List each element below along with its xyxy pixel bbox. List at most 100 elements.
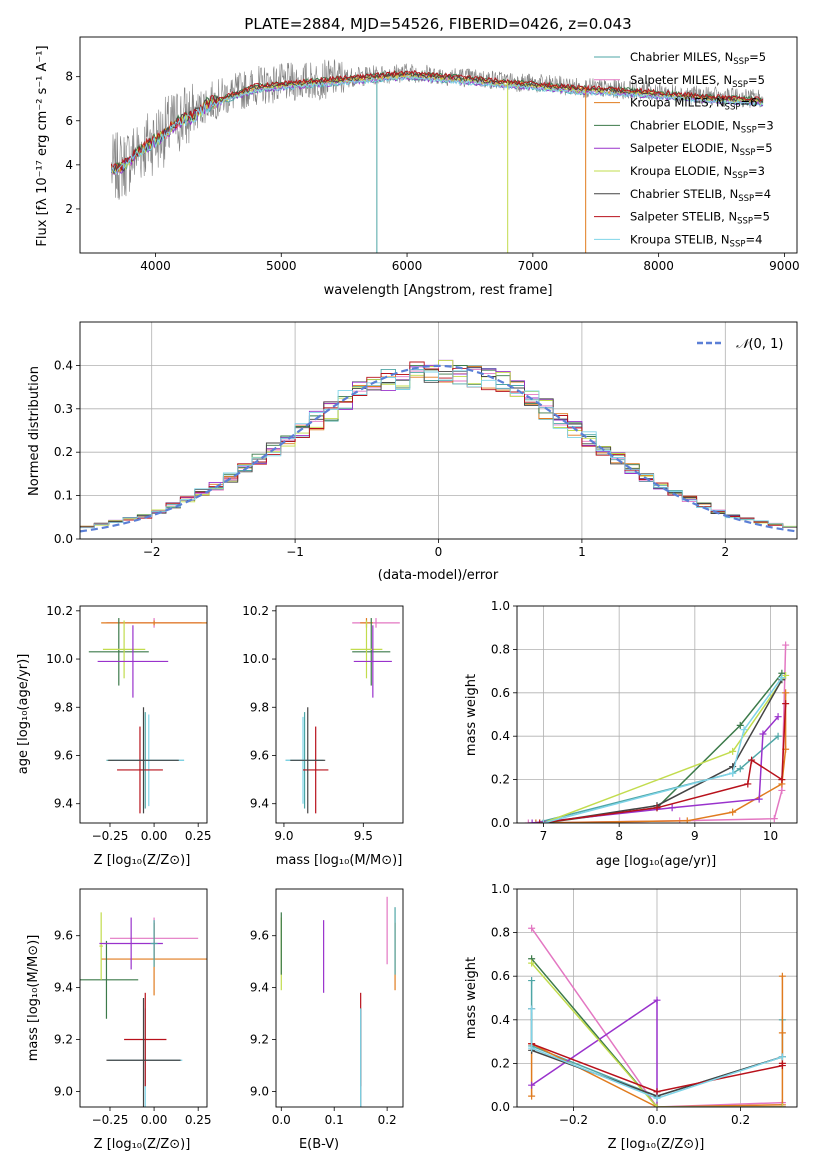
x-tick-label: 0.0 [647,1113,666,1127]
weight-series-line [535,692,787,823]
y-tick-label: 10.0 [46,652,73,666]
weight-point-marker [782,641,790,649]
gaussian-legend: 𝒩(0, 1) [697,337,783,352]
age-vs-z-xlabel: Z [log₁₀(Z/Z⊙)] [94,853,191,868]
weight-point-marker [524,819,532,823]
mass-vs-z-ylabel: mass [log₁₀(M/M⊙)] [26,935,41,1062]
weight-series-line [543,677,783,823]
weight-series-line [539,703,787,823]
errorbar-group [280,896,396,1107]
weight-series-line [535,735,779,823]
y-tick-label: 0.8 [491,642,510,656]
weight-point-marker [782,671,790,679]
weight-point-marker [778,674,786,682]
weight-series-line [543,679,783,823]
model-spectrum-line [110,75,764,175]
weight-vs-z-plot-area: −0.2 0.0 0.2 0.0 0.2 0.4 0.6 0.8 1.0 [491,882,798,1127]
x-tick-label: 9.0 [274,829,293,843]
y-tick-label: 0.2 [491,773,510,787]
x-tick-label: 6000 [392,259,423,273]
y-tick-label: 9.4 [250,981,269,995]
weight-point-marker [653,1103,661,1107]
x-tick-label: 8000 [643,259,674,273]
weight-point-marker [778,1103,786,1107]
x-tick-label: 0.2 [731,1113,750,1127]
x-tick-label: −1 [286,545,304,559]
weight-point-marker [774,732,782,740]
residual-plot-area: −2 −1 0 1 2 0.0 0.1 0.2 0.3 0.4 [54,321,798,559]
y-tick-label: 9.4 [54,797,73,811]
x-tick-label: 0.25 [185,1113,212,1127]
weight-point-marker [736,721,744,729]
weight-point-marker [528,959,536,967]
y-tick-label: 9.2 [250,1033,269,1047]
errorbar-group [285,618,400,814]
weight-point-marker [774,713,782,721]
y-tick-label: 6 [65,114,73,128]
axes-frame [275,888,404,1108]
weight-point-marker [778,1053,786,1061]
weight-point-marker [729,808,737,816]
mass-vs-ebv-plot-area: 0.0 0.1 0.2 9.0 9.2 9.4 9.6 [250,888,404,1127]
y-tick-label: 9.4 [250,797,269,811]
x-tick-label: 0.00 [141,829,168,843]
x-tick-label: 10 [763,829,778,843]
x-tick-label: −0.25 [92,829,129,843]
weight-series-line [531,962,783,1107]
mass-vs-z-xlabel: Z [log₁₀(Z/Z⊙)] [94,1137,191,1152]
weight-point-marker [729,769,737,777]
x-tick-label: 7 [540,829,548,843]
gaussian-legend-label: 𝒩(0, 1) [736,337,783,352]
weight-point-marker [778,1029,786,1037]
x-tick-label: 9.5 [354,829,373,843]
y-tick-label: 0.4 [491,729,510,743]
x-tick-label: 9000 [769,259,800,273]
y-tick-label: 0.4 [54,358,73,372]
x-tick-label: 9 [691,829,699,843]
x-tick-label: 2 [721,545,729,559]
weight-point-marker [653,996,661,1004]
y-tick-label: 4 [65,158,73,172]
weight-series-line [531,958,783,1107]
residual-histogram [80,369,797,529]
y-tick-label: 9.6 [250,748,269,762]
age-vs-z-panel: −0.25 0.00 0.25 9.4 9.6 9.8 10.0 10.2 Z [log₁₀(… [16,604,212,868]
weight-vs-z-ylabel: mass weight [464,957,479,1039]
y-tick-label: 0.8 [491,926,510,940]
weight-point-marker [528,977,536,985]
y-tick-label: 9.8 [250,700,269,714]
y-tick-label: 0.4 [491,1013,510,1027]
axes-frame [79,321,798,540]
weight-series-line [531,998,783,1107]
spectrum-plot-area: 4000 5000 6000 7000 8000 9000 2 4 6 8 [65,36,800,273]
x-tick-label: 0.0 [272,1113,291,1127]
figure-title: PLATE=2884, MJD=54526, FIBERID=0426, z=0… [244,15,631,33]
y-tick-label: 9.4 [54,981,73,995]
weight-vs-z-xlabel: Z [log₁₀(Z/Z⊙)] [608,1137,705,1152]
spectrum-legend: Chabrier MILES, NSSP=5 Salpeter MILES, NS… [594,50,774,249]
model-spectrum-line [110,69,764,173]
weight-point-marker [736,765,744,773]
y-tick-label: 0.0 [54,532,73,546]
mass-vs-z-plot-area: −0.25 0.00 0.25 9.0 9.2 9.4 9.6 [54,888,212,1127]
weight-point-marker [528,924,536,932]
y-tick-label: 1.0 [491,599,510,613]
x-tick-label: 4000 [140,259,171,273]
weight-point-marker [770,815,778,823]
y-tick-label: 9.6 [54,748,73,762]
age-vs-mass-xlabel: mass [log₁₀(M/M⊙)] [276,853,403,868]
weight-point-marker [528,1092,536,1100]
weight-point-marker [528,1005,536,1013]
y-tick-label: 9.0 [54,1084,73,1098]
weight-series-line [528,645,787,823]
weight-point-marker [729,747,737,755]
weight-point-marker [778,1059,786,1067]
residual-xlabel: (data-model)/error [378,568,499,583]
mass-vs-ebv-panel: 0.0 0.1 0.2 9.0 9.2 9.4 9.6 E(B-V) [250,888,404,1152]
weight-point-marker [532,819,540,823]
age-vs-mass-panel: 9.0 9.5 9.4 9.6 9.8 10.0 10.2 mass [log₁₀(M/M⊙… [242,604,404,868]
y-tick-label: 10.0 [242,652,269,666]
weight-point-marker [778,776,786,784]
y-tick-label: 2 [65,202,73,216]
